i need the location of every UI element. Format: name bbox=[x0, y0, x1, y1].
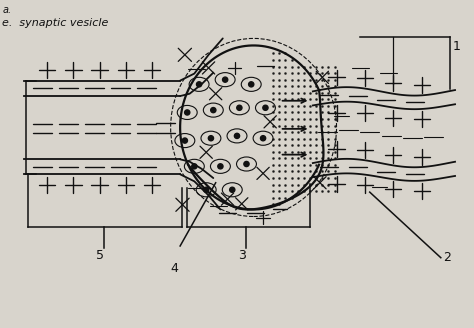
Circle shape bbox=[230, 187, 235, 192]
Circle shape bbox=[218, 164, 223, 169]
Circle shape bbox=[210, 108, 216, 113]
Circle shape bbox=[263, 105, 268, 110]
Text: e.  synaptic vesicle: e. synaptic vesicle bbox=[2, 18, 109, 28]
Circle shape bbox=[237, 105, 242, 110]
Text: a.: a. bbox=[2, 5, 11, 15]
Circle shape bbox=[191, 164, 197, 169]
Text: 5: 5 bbox=[96, 249, 103, 262]
Text: 4: 4 bbox=[171, 262, 178, 275]
Circle shape bbox=[234, 133, 240, 138]
Circle shape bbox=[203, 187, 209, 192]
Circle shape bbox=[223, 77, 228, 82]
Text: 1: 1 bbox=[453, 40, 461, 53]
Circle shape bbox=[248, 82, 254, 87]
Text: 2: 2 bbox=[443, 252, 451, 264]
Circle shape bbox=[185, 110, 190, 115]
Circle shape bbox=[209, 136, 213, 141]
Circle shape bbox=[197, 82, 202, 87]
Text: 3: 3 bbox=[238, 249, 246, 262]
Circle shape bbox=[244, 161, 249, 167]
Circle shape bbox=[182, 138, 188, 143]
Circle shape bbox=[260, 136, 266, 141]
